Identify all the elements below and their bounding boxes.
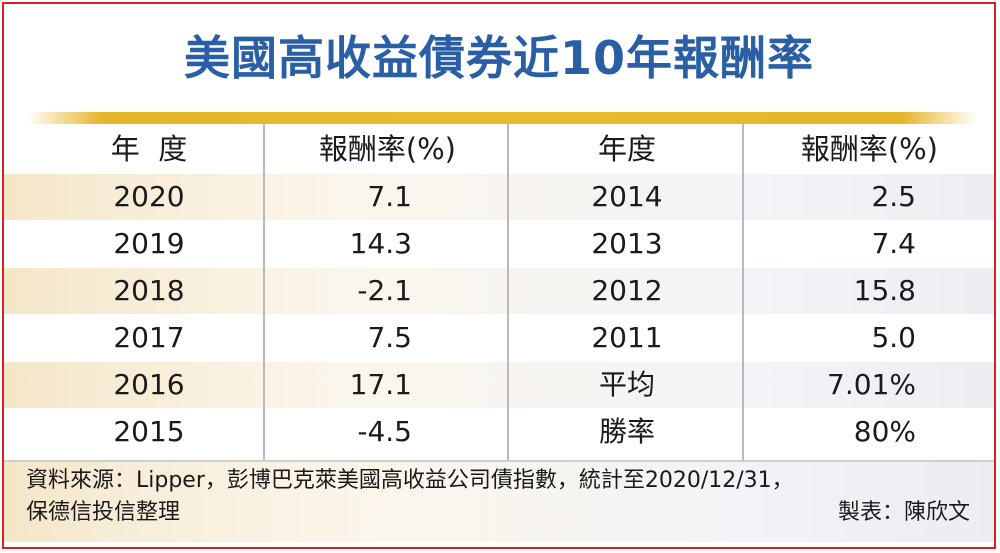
table-row: 2016 17.1 平均 7.01% [4, 362, 994, 408]
column-divider [507, 124, 509, 460]
table-row: 2020 7.1 2014 2.5 [4, 174, 994, 220]
page-title: 美國高收益債券近10年報酬率 [183, 31, 814, 85]
year-left: 2019 [113, 227, 185, 260]
return-right: 2.5 [871, 180, 916, 213]
table-row: 2019 14.3 2013 7.4 [4, 221, 994, 267]
return-right: 5.0 [871, 321, 916, 354]
year-left: 2017 [113, 321, 185, 354]
source-footer: 資料來源：Lipper，彭博巴克萊美國高收益公司債指數，統計至2020/12/3… [4, 460, 994, 542]
header-year-left: 年 度 [110, 132, 188, 166]
return-left: -4.5 [357, 415, 412, 448]
header-return-right: 報酬率(%) [800, 132, 938, 166]
title-divider [26, 112, 978, 124]
average-value: 7.01% [827, 368, 916, 401]
year-left: 2015 [113, 415, 185, 448]
source-note-continued: 保德信投信整理 [26, 500, 181, 525]
win-rate-label: 勝率 [598, 415, 655, 448]
year-right: 2011 [591, 321, 663, 354]
return-right: 7.4 [871, 227, 916, 260]
average-label: 平均 [598, 368, 655, 401]
table-row: 2018 -2.1 2012 15.8 [4, 268, 994, 314]
year-left: 2018 [113, 274, 185, 307]
win-rate-value: 80% [853, 415, 916, 448]
table-header-row: 年 度 報酬率(%) 年度 報酬率(%) [4, 126, 994, 172]
return-right: 15.8 [853, 274, 916, 307]
source-note: 資料來源：Lipper，彭博巴克萊美國高收益公司債指數，統計至2020/12/3… [26, 468, 794, 493]
column-divider [263, 124, 265, 460]
year-right: 2013 [591, 227, 663, 260]
header-year-right: 年度 [597, 132, 656, 166]
year-right: 2012 [591, 274, 663, 307]
year-left: 2016 [113, 368, 185, 401]
return-left: 14.3 [349, 227, 412, 260]
return-left: 7.1 [367, 180, 412, 213]
table-row: 2015 -4.5 勝率 80% [4, 409, 994, 455]
header-return-left: 報酬率(%) [318, 132, 456, 166]
return-left: 17.1 [349, 368, 412, 401]
return-left: 7.5 [367, 321, 412, 354]
column-divider [742, 124, 744, 460]
return-left: -2.1 [357, 274, 412, 307]
year-right: 2014 [591, 180, 663, 213]
table-maker-credit: 製表：陳欣文 [837, 500, 970, 525]
table-row: 2017 7.5 2011 5.0 [4, 315, 994, 361]
year-left: 2020 [113, 180, 185, 213]
